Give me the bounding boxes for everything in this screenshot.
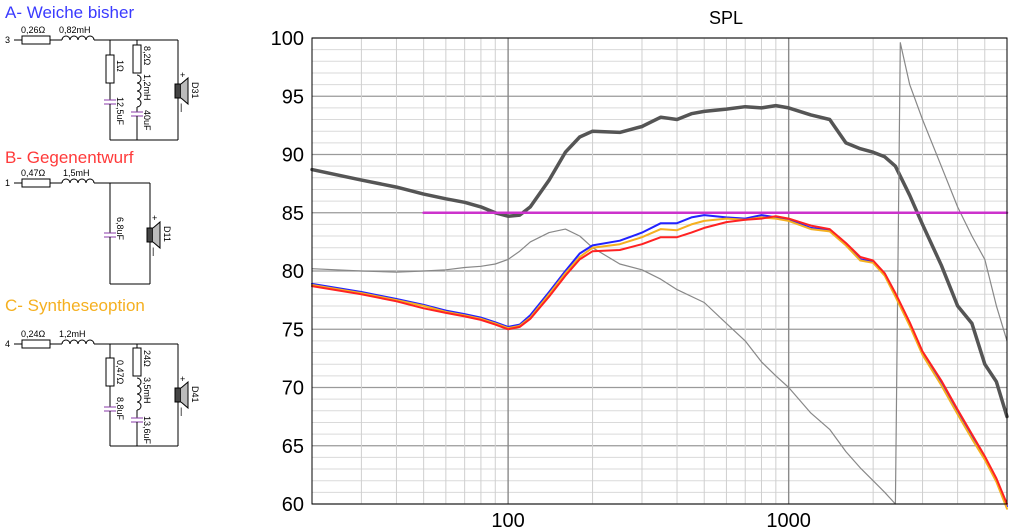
series-inductor-label: 1,2mH (59, 329, 86, 339)
series-line-2 (311, 42, 1008, 505)
circuit-b (14, 178, 161, 285)
y-tick-label: 100 (271, 28, 304, 50)
inductor-symbol (136, 74, 142, 108)
rlc-inductor-label: 1,2mH (142, 74, 152, 101)
shunt-capacitor-label: 6,8uF (115, 217, 125, 241)
x-tick-label: 100 (491, 510, 524, 531)
circuit-a (14, 35, 189, 141)
x-tick-label: 1000 (766, 510, 811, 531)
circuit-c (14, 339, 189, 447)
minus-label: | (152, 246, 154, 256)
resistor-symbol (132, 44, 142, 74)
series-inductor-label: 0,82mH (59, 25, 91, 35)
inductor-symbol (61, 35, 95, 41)
plot-frame (311, 37, 1008, 505)
driver-label: D31 (190, 82, 200, 99)
plus-label: + (180, 70, 185, 80)
series-inductor-label: 1,5mH (63, 168, 90, 178)
driver-label: D11 (162, 226, 172, 242)
chart-title: SPL (709, 8, 743, 28)
y-tick-label: 95 (282, 86, 304, 108)
minus-label: | (180, 406, 182, 416)
circuit-title-a: A- Weiche bisher (5, 3, 135, 22)
y-tick-label: 60 (282, 494, 304, 516)
rlc-resistor-label: 24Ω (142, 350, 152, 367)
node-label: 1 (5, 178, 10, 188)
series-line-6 (311, 215, 1008, 505)
shunt-resistor-label: 1Ω (115, 60, 125, 72)
shunt-capacitor-label: 12,5uF (115, 97, 125, 126)
y-tick-label: 70 (282, 378, 304, 400)
rlc-capacitor-label: 13,6uF (142, 416, 152, 445)
y-tick-label: 80 (282, 261, 304, 283)
y-tick-label: 85 (282, 203, 304, 225)
series-line-5 (311, 216, 1008, 510)
series-group (310, 42, 1009, 510)
inductor-symbol (61, 339, 95, 345)
y-tick-label: 65 (282, 436, 304, 458)
series-resistor-label: 0,26Ω (21, 25, 46, 35)
driver-label: D41 (190, 386, 200, 403)
grid (311, 37, 1008, 505)
resistor-symbol (132, 347, 142, 377)
rlc-inductor-label: 3,5mH (142, 377, 152, 404)
inductor-symbol (136, 377, 142, 411)
rlc-resistor-label: 8,2Ω (142, 46, 152, 66)
plus-label: + (180, 374, 185, 384)
y-tick-label: 75 (282, 319, 304, 341)
schematics: 3 0,26Ω 0,82mH 1Ω 12,5uF 8,2Ω 1,2mH 40uF… (5, 25, 200, 447)
circuit-title-c: C- Syntheseoption (5, 296, 145, 315)
minus-label: | (180, 102, 182, 112)
series-line-1 (310, 103, 1009, 419)
node-label: 4 (5, 339, 10, 349)
tick-labels: 100 95 90 85 80 75 70 65 60 100 1000 (271, 28, 811, 531)
series-resistor-label: 0,47Ω (21, 168, 46, 178)
shunt-capacitor-label: 8,8uF (115, 397, 125, 421)
circuit-title-b: B- Gegenentwurf (5, 148, 134, 167)
rlc-capacitor-label: 40uF (142, 110, 152, 131)
series-resistor-label: 0,24Ω (21, 329, 46, 339)
shunt-resistor-label: 0,47Ω (115, 360, 125, 385)
plus-label: + (152, 213, 157, 223)
y-tick-label: 90 (282, 145, 304, 167)
node-label: 3 (5, 35, 10, 45)
inductor-symbol (61, 178, 95, 184)
